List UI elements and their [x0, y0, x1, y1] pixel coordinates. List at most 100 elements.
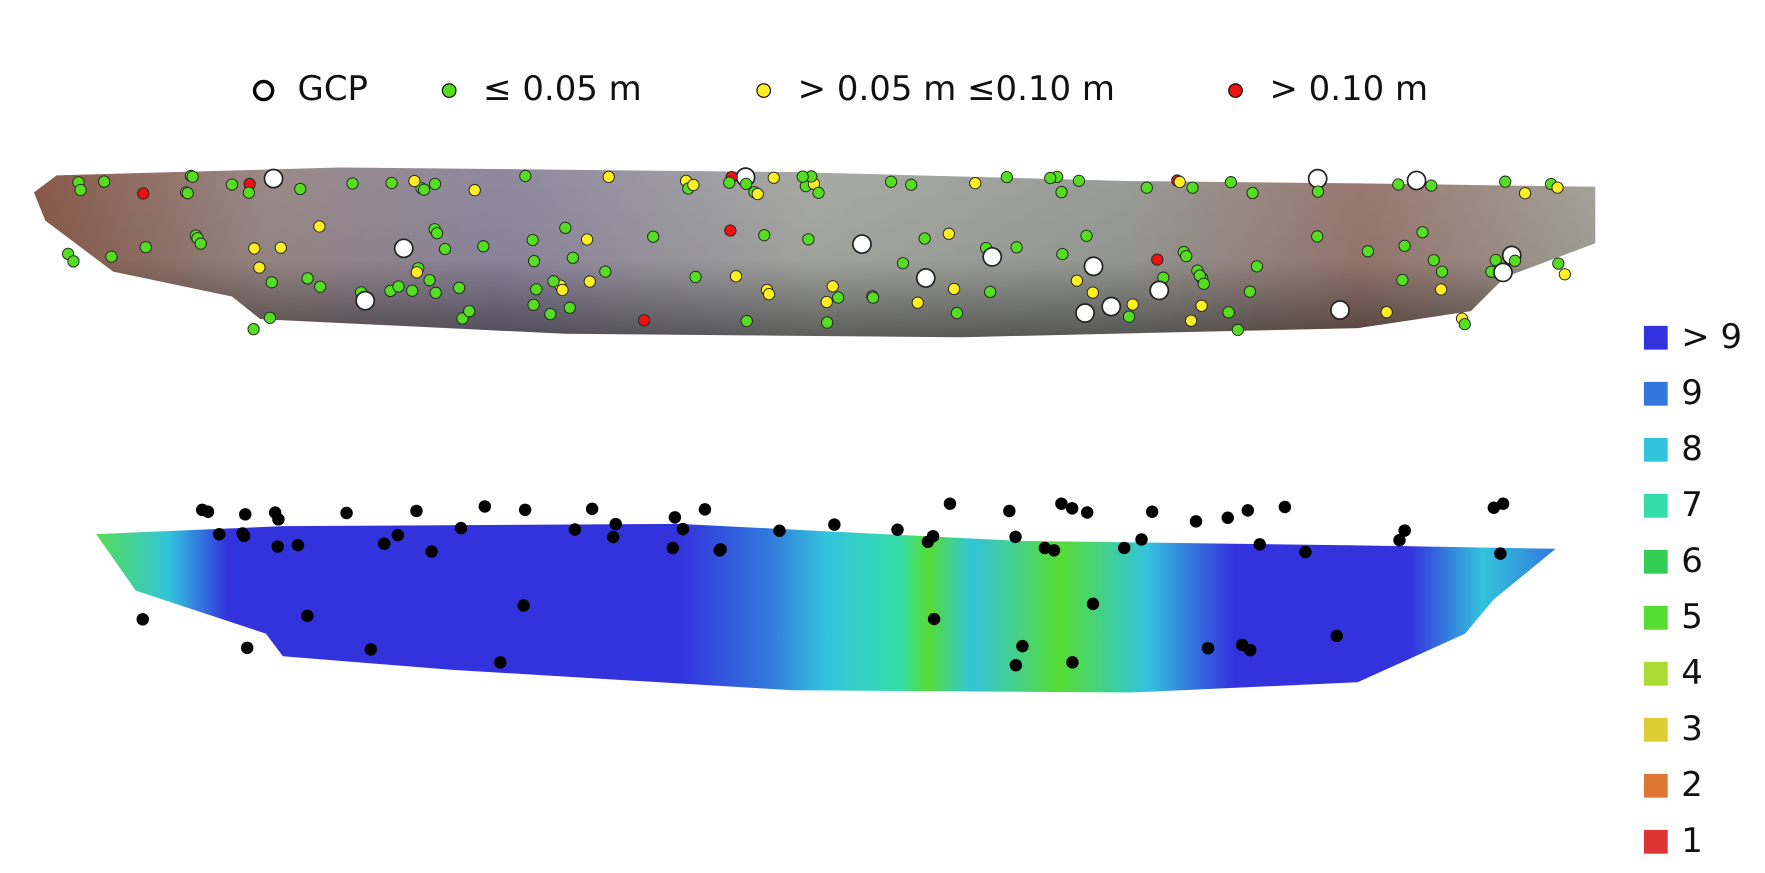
point: [98, 175, 111, 188]
point: [568, 523, 582, 536]
point: [566, 251, 579, 264]
point: [392, 280, 405, 293]
point: [1398, 524, 1411, 537]
point: [563, 301, 576, 314]
point: [1149, 280, 1170, 301]
point: [1086, 286, 1099, 299]
scale-swatch: [1643, 829, 1668, 854]
points: [61, 167, 1571, 672]
point: [181, 187, 194, 200]
point: [1122, 310, 1136, 323]
point: [599, 265, 612, 278]
point: [1065, 502, 1079, 515]
point: [301, 609, 314, 623]
scale-swatch: [1643, 549, 1668, 574]
legend-marker: [252, 79, 275, 102]
legend-label: > 0.10 m: [1269, 69, 1428, 109]
scale-swatch: [1643, 325, 1668, 350]
point: [313, 220, 326, 233]
point: [364, 643, 377, 656]
point: [417, 183, 431, 196]
point: [689, 270, 702, 284]
scale-swatch: [1643, 437, 1668, 462]
point: [406, 284, 419, 297]
point: [136, 613, 149, 626]
point: [429, 286, 442, 299]
point: [905, 178, 918, 191]
point: [1195, 299, 1208, 312]
point: [1434, 283, 1448, 296]
point: [526, 233, 539, 247]
point: [1508, 254, 1522, 267]
point: [408, 174, 421, 188]
point: [1083, 256, 1104, 277]
point: [519, 169, 532, 183]
point: [1186, 181, 1199, 194]
scale-label: 7: [1681, 485, 1703, 525]
point: [1055, 186, 1068, 199]
point: [237, 529, 251, 543]
point: [602, 170, 615, 184]
point: [852, 234, 872, 255]
scale-label: > 9: [1681, 317, 1742, 357]
point: [67, 255, 80, 268]
point: [606, 530, 620, 544]
point: [802, 233, 815, 246]
point: [194, 237, 207, 250]
point: [762, 288, 776, 301]
point: [580, 233, 594, 246]
legend-label: > 0.05 m ≤0.10 m: [798, 69, 1115, 109]
point: [1126, 298, 1139, 311]
point: [1241, 504, 1255, 517]
point: [263, 311, 277, 324]
point: [724, 224, 737, 237]
point: [1044, 171, 1057, 185]
point: [1010, 241, 1023, 254]
point: [468, 184, 481, 197]
point: [213, 527, 226, 541]
point: [729, 270, 743, 283]
point: [891, 523, 904, 536]
point: [438, 242, 452, 256]
point: [378, 537, 391, 550]
point: [767, 171, 780, 184]
point: [1361, 245, 1374, 258]
point: [547, 275, 560, 288]
point: [826, 280, 839, 293]
point: [139, 241, 152, 254]
point: [240, 641, 254, 655]
point: [1380, 306, 1393, 319]
point: [428, 177, 442, 191]
point: [740, 177, 753, 190]
scale-swatch: [1643, 661, 1668, 686]
point: [74, 183, 87, 197]
point: [1038, 541, 1052, 555]
point: [1307, 168, 1328, 189]
point: [1392, 178, 1405, 191]
point: [1496, 497, 1510, 511]
point: [1066, 656, 1079, 669]
point: [1435, 265, 1449, 278]
point: [984, 285, 997, 298]
scale-swatch: [1643, 773, 1668, 798]
point: [393, 238, 414, 259]
point: [796, 170, 809, 183]
point: [247, 323, 260, 336]
point: [812, 186, 825, 199]
scale-swatch: [1643, 605, 1668, 630]
point: [1393, 534, 1406, 547]
point: [637, 314, 651, 327]
point: [263, 168, 284, 189]
point: [518, 503, 532, 517]
point: [1489, 253, 1502, 267]
legend-label: GCP: [298, 69, 368, 109]
point: [454, 521, 468, 535]
point: [556, 283, 569, 297]
cliff-shade: [33, 167, 1596, 338]
point: [740, 314, 753, 328]
point: [832, 291, 845, 304]
point: [1075, 303, 1095, 323]
point: [410, 504, 423, 518]
point: [410, 266, 423, 279]
point: [1518, 187, 1532, 200]
